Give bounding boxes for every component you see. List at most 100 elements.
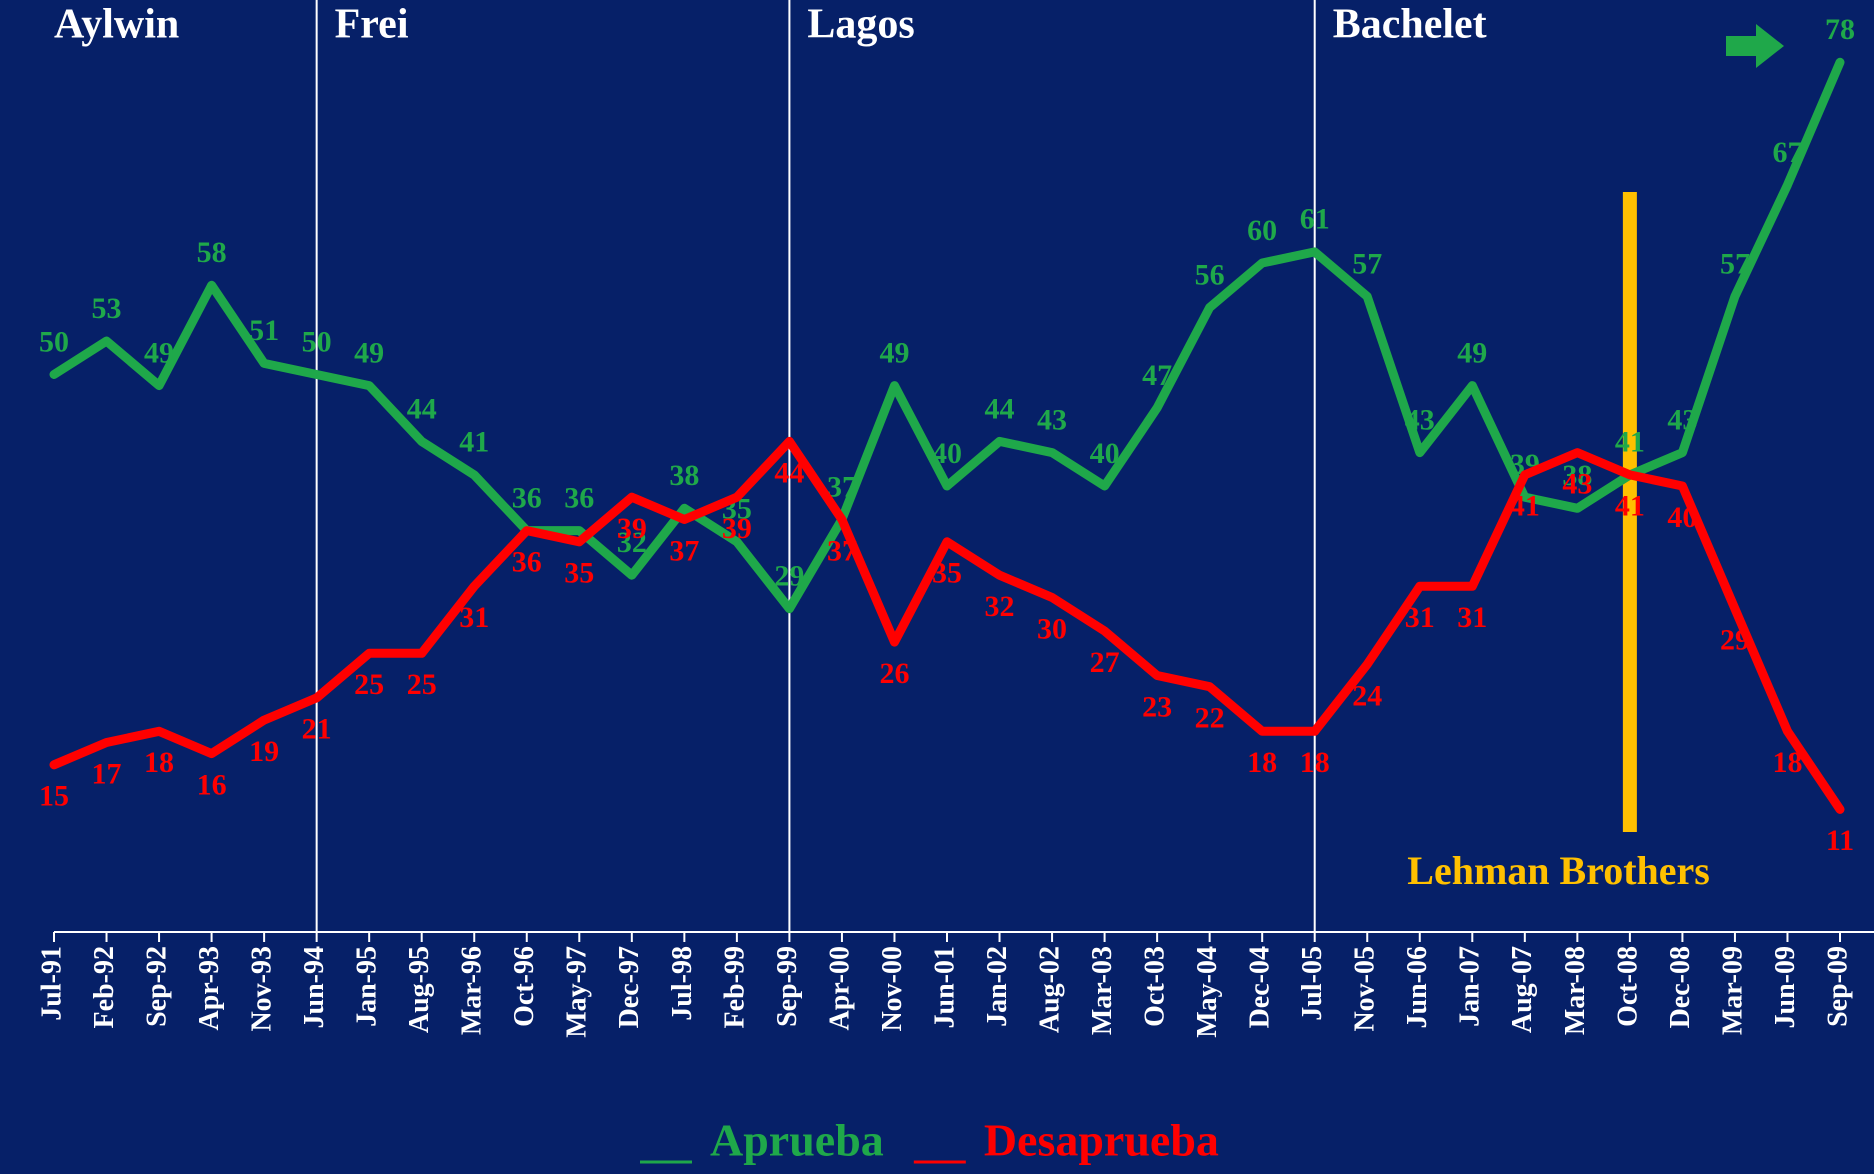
x-tick-label: Nov-05 [1350, 946, 1381, 1032]
data-label: 43 [1562, 467, 1592, 500]
data-label: 41 [1615, 426, 1645, 459]
data-label: 19 [249, 735, 279, 768]
x-tick-label: Mar-03 [1087, 946, 1118, 1035]
series-line [49, 436, 1845, 814]
x-tick-label: Jan-02 [982, 946, 1013, 1027]
x-tick-label: Aug-02 [1034, 946, 1065, 1033]
x-tick-label: Jun-09 [1770, 946, 1801, 1028]
data-label: 25 [354, 668, 384, 701]
data-label: 44 [407, 392, 437, 425]
x-tick-label: Jun-06 [1402, 946, 1433, 1028]
data-label: 37 [827, 534, 857, 567]
data-label: 40 [932, 437, 962, 470]
x-tick-label: Jun-01 [929, 946, 960, 1028]
data-label: 22 [1195, 702, 1225, 735]
data-label: 43 [1667, 403, 1697, 436]
data-label: 36 [512, 545, 542, 578]
series-line [49, 57, 1845, 614]
x-tick-label: Jul-91 [36, 946, 67, 1021]
data-label: 32 [985, 590, 1015, 623]
data-label: 43 [1405, 403, 1435, 436]
data-label: 53 [92, 292, 122, 325]
x-tick-label: Jun-94 [299, 946, 330, 1028]
data-label: 24 [1352, 679, 1382, 712]
data-label: 29 [774, 560, 804, 593]
x-tick-label: Mar-08 [1560, 946, 1591, 1035]
data-label: 11 [1826, 824, 1854, 857]
data-label: 17 [92, 757, 122, 790]
x-tick-label: May-04 [1192, 946, 1223, 1038]
data-label: 58 [197, 236, 227, 269]
x-tick-label: Mar-09 [1717, 946, 1748, 1035]
x-tick-label: Aug-07 [1507, 946, 1538, 1033]
data-label: 15 [39, 780, 69, 813]
data-label: 60 [1247, 214, 1277, 247]
x-tick-label: Sep-09 [1822, 946, 1853, 1027]
data-label: 18 [1247, 746, 1277, 779]
x-tick-label: Apr-93 [194, 946, 225, 1031]
data-label: 36 [564, 481, 594, 514]
x-tick-label: Jan-07 [1455, 946, 1486, 1027]
data-label: 44 [774, 456, 804, 489]
data-label: 23 [1142, 690, 1172, 723]
data-label: 78 [1825, 13, 1855, 46]
period-label: Aylwin [54, 2, 179, 48]
arrow-icon [1726, 24, 1784, 68]
data-label: 50 [302, 325, 332, 358]
data-label: 38 [669, 459, 699, 492]
data-label: 18 [1300, 746, 1330, 779]
data-label: 50 [39, 325, 69, 358]
x-tick-label: Dec-97 [614, 946, 645, 1028]
x-tick-label: Oct-96 [509, 946, 540, 1027]
data-label: 38 [1562, 459, 1592, 492]
x-tick-label: Jul-98 [667, 946, 698, 1021]
data-label: 31 [1457, 601, 1487, 634]
period-label: Frei [335, 2, 409, 48]
data-label: 41 [1615, 490, 1645, 523]
annotation-label: Lehman Brothers [1407, 848, 1710, 893]
data-label: 41 [459, 426, 489, 459]
period-label: Lagos [807, 2, 914, 48]
data-label: 37 [669, 534, 699, 567]
data-label: 26 [879, 657, 909, 690]
x-tick-label: Feb-92 [89, 946, 120, 1028]
data-label: 32 [617, 526, 647, 559]
data-label: 56 [1195, 258, 1225, 291]
data-label: 57 [1352, 247, 1382, 280]
data-label: 31 [459, 601, 489, 634]
data-label: 49 [879, 337, 909, 370]
data-label: 40 [1090, 437, 1120, 470]
data-label: 16 [197, 768, 227, 801]
data-label: 18 [1772, 746, 1802, 779]
x-tick-label: Aug-95 [404, 946, 435, 1033]
data-label: 35 [932, 557, 962, 590]
data-label: 29 [1720, 624, 1750, 657]
x-tick-label: Feb-99 [719, 946, 750, 1028]
data-label: 21 [302, 713, 332, 746]
x-tick-label: Jan-95 [352, 946, 383, 1027]
data-label: 30 [1037, 612, 1067, 645]
x-tick-label: Sep-99 [772, 946, 803, 1027]
data-label: 49 [1457, 337, 1487, 370]
legend-label: Aprueba [710, 1115, 884, 1166]
x-tick-label: May-97 [562, 946, 593, 1038]
data-label: 43 [1037, 403, 1067, 436]
data-label: 61 [1300, 203, 1330, 236]
x-tick-label: Jul-05 [1297, 946, 1328, 1021]
x-tick-label: Mar-96 [457, 946, 488, 1035]
data-label: 67 [1772, 136, 1802, 169]
data-label: 25 [407, 668, 437, 701]
data-label: 27 [1090, 646, 1120, 679]
x-tick-label: Oct-08 [1612, 946, 1643, 1027]
x-tick-label: Oct-03 [1140, 946, 1171, 1027]
data-label: 51 [249, 314, 279, 347]
data-label: 35 [564, 557, 594, 590]
data-label: 39 [722, 512, 752, 545]
data-label: 36 [512, 481, 542, 514]
data-label: 49 [144, 337, 174, 370]
x-tick-label: Nov-00 [877, 946, 908, 1032]
data-label: 44 [985, 392, 1015, 425]
data-label: 31 [1405, 601, 1435, 634]
